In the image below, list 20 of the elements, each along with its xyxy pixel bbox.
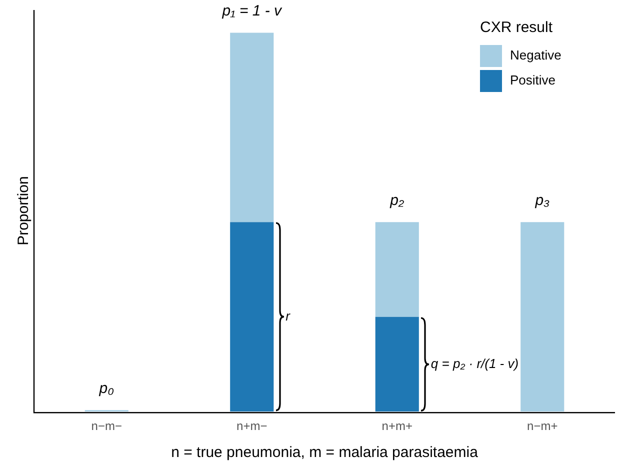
bar xyxy=(230,222,274,412)
bar xyxy=(230,32,274,222)
annotation: p₂ xyxy=(389,192,404,209)
bar xyxy=(375,316,419,412)
annotation: p₀ xyxy=(98,380,114,397)
legend-title: CXR result xyxy=(480,19,554,36)
x-tick-label: n−m+ xyxy=(527,419,558,434)
annotation: r xyxy=(286,308,291,324)
annotation: p₃ xyxy=(534,192,550,209)
bar xyxy=(520,222,564,412)
annotation: p₁ = 1 - v xyxy=(221,2,284,20)
x-tick-label: n−m− xyxy=(91,419,122,434)
bar xyxy=(375,222,419,317)
x-axis-title: n = true pneumonia, m = malaria parasitaemia xyxy=(171,444,479,462)
y-axis-title: Proportion xyxy=(15,176,32,246)
x-tick-label: n+m+ xyxy=(382,419,412,434)
legend-label: Negative xyxy=(510,48,562,63)
legend-label: Positive xyxy=(510,72,556,88)
x-tick-label: n+m− xyxy=(236,419,268,434)
annotation: q = p₂ · r/(1 - v) xyxy=(430,356,519,371)
